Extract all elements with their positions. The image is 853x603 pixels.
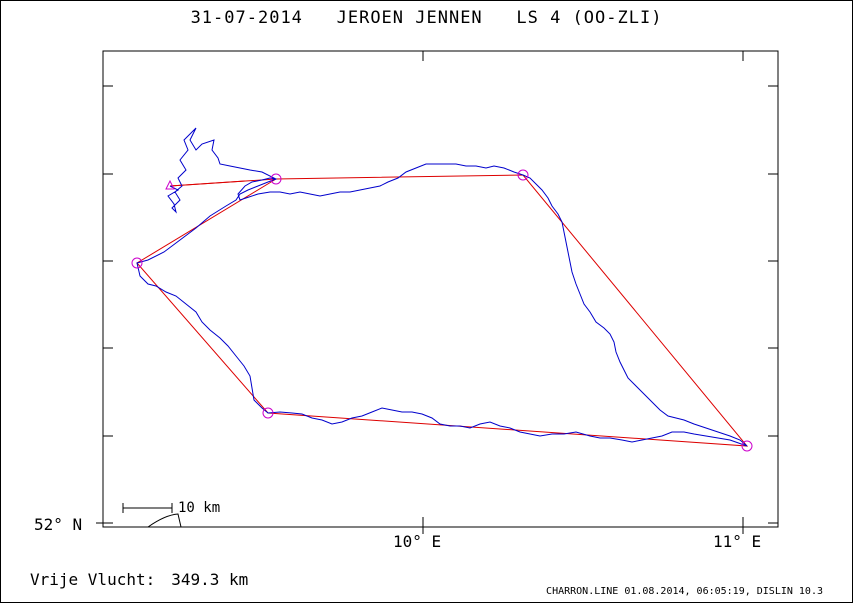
footer-credits: CHARRON.LINE 01.08.2014, 06:05:19, DISLI… bbox=[546, 586, 823, 597]
left-ticks bbox=[96, 85, 113, 524]
distance-readout: Vrije Vlucht: 349.3 km bbox=[30, 570, 248, 589]
right-ticks bbox=[768, 85, 778, 524]
turnpoints bbox=[131, 169, 753, 452]
task-line-closing bbox=[169, 180, 246, 187]
turnpoint-start bbox=[270, 173, 282, 185]
longitude-label-10e: 10° E bbox=[393, 532, 442, 551]
turnpoint-3 bbox=[741, 440, 753, 452]
finish-marker-icon bbox=[165, 179, 175, 190]
latitude-label: 52° N bbox=[34, 515, 83, 534]
turnpoint-1 bbox=[131, 257, 143, 269]
north-arc bbox=[147, 513, 182, 528]
scale-bar bbox=[122, 503, 173, 513]
map-title: 31-07-2014 JEROEN JENNEN LS 4 (OO-ZLI) bbox=[190, 8, 663, 28]
flight-track bbox=[136, 127, 748, 447]
turnpoint-2 bbox=[262, 407, 274, 419]
longitude-label-11e: 11° E bbox=[713, 532, 762, 551]
bottom-ticks bbox=[102, 51, 744, 534]
scale-bar-label: 10 km bbox=[178, 500, 221, 516]
turnpoint-4 bbox=[517, 169, 529, 181]
distance-label: Vrije Vlucht: bbox=[30, 570, 156, 589]
plot-frame bbox=[102, 50, 779, 528]
distance-value: 349.3 km bbox=[171, 570, 249, 589]
